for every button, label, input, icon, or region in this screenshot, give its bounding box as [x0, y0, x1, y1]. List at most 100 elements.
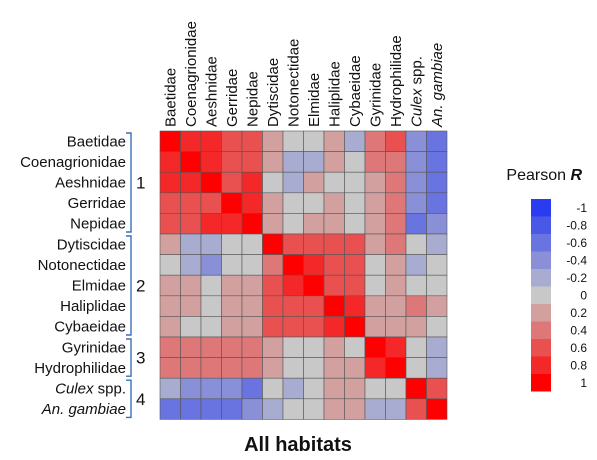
- heatmap-cell: [200, 233, 222, 255]
- column-label: Aeshnidae: [203, 56, 220, 127]
- row-label: Baetidae: [67, 133, 126, 150]
- legend-swatch: [531, 374, 551, 392]
- heatmap-cell: [385, 171, 407, 194]
- legend-swatch: [531, 286, 551, 304]
- heatmap-cell: [323, 233, 345, 255]
- legend-tick: 0.8: [570, 358, 587, 372]
- heatmap-cell: [344, 377, 366, 400]
- heatmap-cell: [200, 295, 222, 317]
- heatmap-cell: [323, 357, 345, 379]
- heatmap-cell: [364, 233, 386, 255]
- heatmap-cell: [200, 213, 222, 235]
- heatmap-cell: [385, 151, 407, 173]
- heatmap-cell: [241, 357, 263, 379]
- heatmap-cell: [405, 316, 427, 338]
- heatmap-cell: [282, 233, 304, 255]
- heatmap-cell: [200, 254, 222, 276]
- heatmap-cell: [303, 357, 325, 379]
- heatmap-cell: [364, 192, 386, 214]
- heatmap-cell: [221, 151, 243, 173]
- heatmap-cell: [303, 151, 325, 173]
- heatmap-cell: [323, 316, 345, 338]
- heatmap-cell: [241, 213, 263, 235]
- heatmap-cell: [385, 377, 407, 400]
- heatmap-cell: [200, 171, 222, 194]
- heatmap-cell: [364, 274, 386, 297]
- heatmap-cell: [200, 336, 222, 358]
- column-label: Coenagrionidae: [183, 21, 200, 127]
- heatmap-cell: [159, 274, 181, 297]
- column-label: An. gambiae: [429, 43, 446, 128]
- heatmap-cell: [221, 171, 243, 194]
- heatmap-cell: [159, 233, 181, 255]
- color-legend: Pearson R -1 -0.8 -0.6 -0.4 -0.2 0 0.2 0.4 0.6 0.8…: [506, 167, 587, 392]
- heatmap-cell: [323, 213, 345, 235]
- group-label: 2: [136, 277, 145, 296]
- heatmap-cell: [385, 213, 407, 235]
- heatmap-cell: [303, 316, 325, 338]
- group-label: 3: [136, 349, 145, 368]
- heatmap-cell: [262, 171, 284, 194]
- heatmap-cell: [159, 295, 181, 317]
- legend-tick: 0.6: [570, 341, 587, 355]
- heatmap-cell: [180, 171, 202, 194]
- heatmap-cell: [426, 316, 448, 338]
- heatmap-cell: [323, 130, 345, 152]
- heatmap-cell: [344, 151, 366, 173]
- heatmap-cell: [180, 295, 202, 317]
- column-label: Gerridae: [224, 69, 241, 127]
- heatmap-cell: [241, 295, 263, 317]
- heatmap-cell: [221, 316, 243, 338]
- group-bracket: [126, 132, 132, 233]
- heatmap-cell: [385, 130, 407, 152]
- heatmap-cell: [282, 295, 304, 317]
- legend-swatch: [531, 304, 551, 322]
- heatmap-cell: [364, 316, 386, 338]
- heatmap-cell: [364, 336, 386, 358]
- heatmap-cell: [364, 357, 386, 379]
- heatmap-cell: [426, 274, 448, 297]
- heatmap-cell: [323, 295, 345, 317]
- heatmap-cell: [262, 316, 284, 338]
- heatmap-cell: [282, 398, 304, 420]
- heatmap-cell: [405, 398, 427, 420]
- heatmap-cell: [200, 377, 222, 400]
- heatmap-cell: [200, 357, 222, 379]
- row-label: Nepidae: [70, 216, 126, 233]
- heatmap-cell: [426, 213, 448, 235]
- heatmap-cell: [159, 213, 181, 235]
- heatmap-cell: [241, 254, 263, 276]
- heatmap-cell: [385, 316, 407, 338]
- heatmap-cell: [221, 254, 243, 276]
- heatmap-cell: [282, 316, 304, 338]
- heatmap-cell: [385, 274, 407, 297]
- heatmap-cell: [180, 336, 202, 358]
- heatmap-cell: [323, 274, 345, 297]
- heatmap-cell: [364, 295, 386, 317]
- legend-tick: -0.4: [566, 253, 587, 267]
- heatmap-cell: [159, 357, 181, 379]
- heatmap-cell: [221, 336, 243, 358]
- heatmap-cell: [262, 357, 284, 379]
- legend-tick: 0: [580, 288, 587, 302]
- legend-tick: -0.8: [566, 218, 587, 232]
- legend-tick: -1: [576, 201, 587, 215]
- group-bracket: [126, 338, 132, 377]
- heatmap-cell: [426, 151, 448, 173]
- heatmap-cell: [405, 213, 427, 235]
- legend-tick: 0.2: [570, 306, 587, 320]
- heatmap-cell: [241, 130, 263, 152]
- legend-swatch: [531, 269, 551, 287]
- row-labels: Baetidae Coenagrionidae Aeshnidae Gerridae N…: [20, 133, 126, 418]
- heatmap-cell: [344, 213, 366, 235]
- row-label: Culex spp.: [55, 381, 126, 398]
- heatmap-cell: [385, 254, 407, 276]
- heatmap-cell: [159, 336, 181, 358]
- group-bracket: [126, 379, 132, 419]
- heatmap-cell: [364, 213, 386, 235]
- group-bracket: [126, 235, 132, 336]
- heatmap-cell: [180, 377, 202, 400]
- heatmap-cell: [282, 151, 304, 173]
- heatmap-cell: [323, 151, 345, 173]
